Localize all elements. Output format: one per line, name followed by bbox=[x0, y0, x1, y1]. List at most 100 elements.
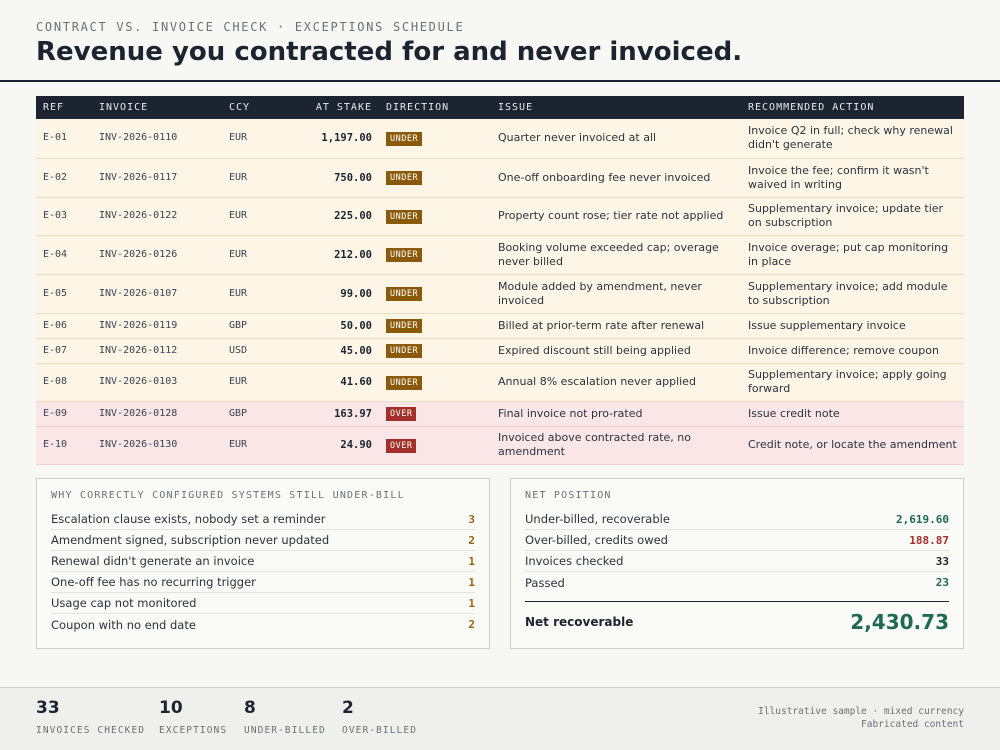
net-row-passed: Passed 23 bbox=[525, 572, 949, 593]
under-badge: UNDER bbox=[386, 248, 423, 262]
footer-note-line: Illustrative sample · mixed currency bbox=[758, 706, 964, 717]
table-row: E-10 INV-2026-0130 EUR 24.90 OVER Invoiced ab… bbox=[36, 426, 964, 465]
issue-cell: Invoiced above contracted rate, no amend… bbox=[491, 426, 741, 465]
amount-cell: 41.60 bbox=[282, 363, 379, 402]
action-cell: Supplementary invoice; apply going forwa… bbox=[741, 363, 964, 402]
direction-cell: UNDER bbox=[379, 158, 491, 198]
amount-cell: 225.00 bbox=[282, 197, 379, 236]
invoice-cell: INV-2026-0107 bbox=[92, 274, 222, 314]
invoice-cell: INV-2026-0128 bbox=[92, 401, 222, 427]
exceptions-table: REF INVOICE CCY AT STAKE DIRECTION ISSUE… bbox=[36, 96, 964, 465]
page-title: Revenue you contracted for and never inv… bbox=[36, 37, 743, 67]
stat-exceptions: 10 EXCEPTIONS bbox=[159, 698, 227, 736]
invoice-cell: INV-2026-0110 bbox=[92, 119, 222, 159]
stat-under-billed: 8 UNDER-BILLED bbox=[244, 698, 326, 736]
why-item-count: 1 bbox=[468, 554, 475, 568]
table-header-row: REF INVOICE CCY AT STAKE DIRECTION ISSUE… bbox=[36, 96, 964, 119]
under-badge: UNDER bbox=[386, 209, 423, 224]
net-row-value: 2,619.60 bbox=[896, 512, 949, 526]
under-badge: UNDER bbox=[386, 319, 423, 333]
summary-footer: 33 INVOICES CHECKED 10 EXCEPTIONS 8 UNDE… bbox=[0, 687, 1000, 750]
why-item: One-off fee has no recurring trigger 1 bbox=[51, 572, 475, 593]
why-item: Amendment signed, subscription never upd… bbox=[51, 530, 475, 551]
direction-cell: UNDER bbox=[379, 197, 491, 236]
amount-cell: 24.90 bbox=[282, 426, 379, 465]
net-row-label: Under-billed, recoverable bbox=[525, 512, 670, 526]
why-item-count: 2 bbox=[468, 533, 475, 547]
stat-number: 33 bbox=[36, 698, 60, 718]
table-row: E-08 INV-2026-0103 EUR 41.60 UNDER Annual 8% … bbox=[36, 363, 964, 402]
table-row: E-04 INV-2026-0126 EUR 212.00 UNDER Booking v… bbox=[36, 235, 964, 275]
footer-note-line: Fabricated content bbox=[861, 719, 964, 730]
net-row-value: 33 bbox=[935, 554, 949, 568]
net-row-label: Over-billed, credits owed bbox=[525, 533, 668, 547]
why-underbill-panel: WHY CORRECTLY CONFIGURED SYSTEMS STILL U… bbox=[36, 478, 490, 649]
column-header-issue: ISSUE bbox=[491, 96, 741, 119]
action-cell: Invoice difference; remove coupon bbox=[741, 338, 964, 364]
why-item: Coupon with no end date 2 bbox=[51, 614, 475, 635]
table-row: E-03 INV-2026-0122 EUR 225.00 UNDER Property … bbox=[36, 197, 964, 236]
amount-cell: 212.00 bbox=[282, 235, 379, 275]
currency-cell: GBP bbox=[222, 313, 282, 339]
why-item: Escalation clause exists, nobody set a r… bbox=[51, 509, 475, 530]
why-list: Escalation clause exists, nobody set a r… bbox=[51, 509, 475, 635]
table-row: E-09 INV-2026-0128 GBP 163.97 OVER Final invo… bbox=[36, 401, 964, 427]
issue-cell: Booking volume exceeded cap; overage nev… bbox=[491, 235, 741, 275]
direction-cell: UNDER bbox=[379, 274, 491, 314]
why-item-label: Escalation clause exists, nobody set a r… bbox=[51, 512, 326, 526]
issue-cell: Module added by amendment, never invoice… bbox=[491, 274, 741, 314]
issue-cell: Quarter never invoiced at all bbox=[491, 119, 741, 159]
table-row: E-05 INV-2026-0107 EUR 99.00 UNDER Module add… bbox=[36, 274, 964, 314]
invoice-cell: INV-2026-0126 bbox=[92, 235, 222, 275]
stat-label: INVOICES CHECKED bbox=[36, 725, 146, 736]
ref-cell: E-06 bbox=[36, 313, 92, 339]
net-row-value: 188.87 bbox=[909, 533, 949, 547]
invoice-cell: INV-2026-0122 bbox=[92, 197, 222, 236]
ref-cell: E-02 bbox=[36, 158, 92, 198]
net-row-label: Invoices checked bbox=[525, 554, 624, 568]
column-header-direction: DIRECTION bbox=[379, 96, 491, 119]
amount-cell: 45.00 bbox=[282, 338, 379, 364]
amount-cell: 1,197.00 bbox=[282, 119, 379, 159]
amount-cell: 163.97 bbox=[282, 401, 379, 427]
direction-cell: UNDER bbox=[379, 235, 491, 275]
net-position-panel: NET POSITION Under-billed, recoverable 2,… bbox=[510, 478, 964, 649]
why-item-count: 2 bbox=[468, 618, 475, 631]
net-recoverable-value: 2,430.73 bbox=[850, 610, 949, 634]
column-header-at-stake: AT STAKE bbox=[282, 96, 379, 119]
amount-cell: 99.00 bbox=[282, 274, 379, 314]
currency-cell: EUR bbox=[222, 426, 282, 465]
column-header-action: RECOMMENDED ACTION bbox=[741, 96, 964, 119]
net-total-divider bbox=[525, 601, 949, 602]
exceptions-table-body: E-01 INV-2026-0110 EUR 1,197.00 UNDER Quarter… bbox=[36, 119, 964, 465]
action-cell: Invoice the fee; confirm it wasn't waive… bbox=[741, 158, 964, 198]
table-row: E-07 INV-2026-0112 USD 45.00 UNDER Expired di… bbox=[36, 338, 964, 364]
direction-cell: OVER bbox=[379, 401, 491, 427]
why-item-label: Renewal didn't generate an invoice bbox=[51, 554, 255, 568]
why-item: Usage cap not monitored 1 bbox=[51, 593, 475, 614]
stat-label: OVER-BILLED bbox=[342, 725, 418, 736]
net-recoverable-row: Net recoverable 2,430.73 bbox=[525, 602, 949, 642]
table-row: E-02 INV-2026-0117 EUR 750.00 UNDER One-off o… bbox=[36, 158, 964, 198]
currency-cell: EUR bbox=[222, 363, 282, 402]
ref-cell: E-09 bbox=[36, 401, 92, 427]
table-row: E-01 INV-2026-0110 EUR 1,197.00 UNDER Quarter… bbox=[36, 119, 964, 159]
amount-cell: 750.00 bbox=[282, 158, 379, 198]
action-cell: Invoice overage; put cap monitoring in p… bbox=[741, 235, 964, 275]
net-row-invoices-checked: Invoices checked 33 bbox=[525, 551, 949, 572]
currency-cell: EUR bbox=[222, 119, 282, 159]
direction-cell: UNDER bbox=[379, 363, 491, 402]
net-panel-title: NET POSITION bbox=[525, 490, 612, 501]
invoice-cell: INV-2026-0103 bbox=[92, 363, 222, 402]
stat-over-billed: 2 OVER-BILLED bbox=[342, 698, 417, 736]
net-recoverable-label: Net recoverable bbox=[525, 615, 634, 629]
action-cell: Invoice Q2 in full; check why renewal di… bbox=[741, 119, 964, 159]
invoice-cell: INV-2026-0112 bbox=[92, 338, 222, 364]
amount-cell: 50.00 bbox=[282, 313, 379, 339]
net-row-value: 23 bbox=[935, 576, 949, 589]
page-eyebrow: CONTRACT VS. INVOICE CHECK · EXCEPTIONS … bbox=[36, 20, 465, 34]
why-panel-title: WHY CORRECTLY CONFIGURED SYSTEMS STILL U… bbox=[51, 490, 405, 501]
issue-cell: Billed at prior-term rate after renewal bbox=[491, 313, 741, 339]
action-cell: Issue credit note bbox=[741, 401, 964, 427]
header-divider bbox=[0, 80, 1000, 82]
